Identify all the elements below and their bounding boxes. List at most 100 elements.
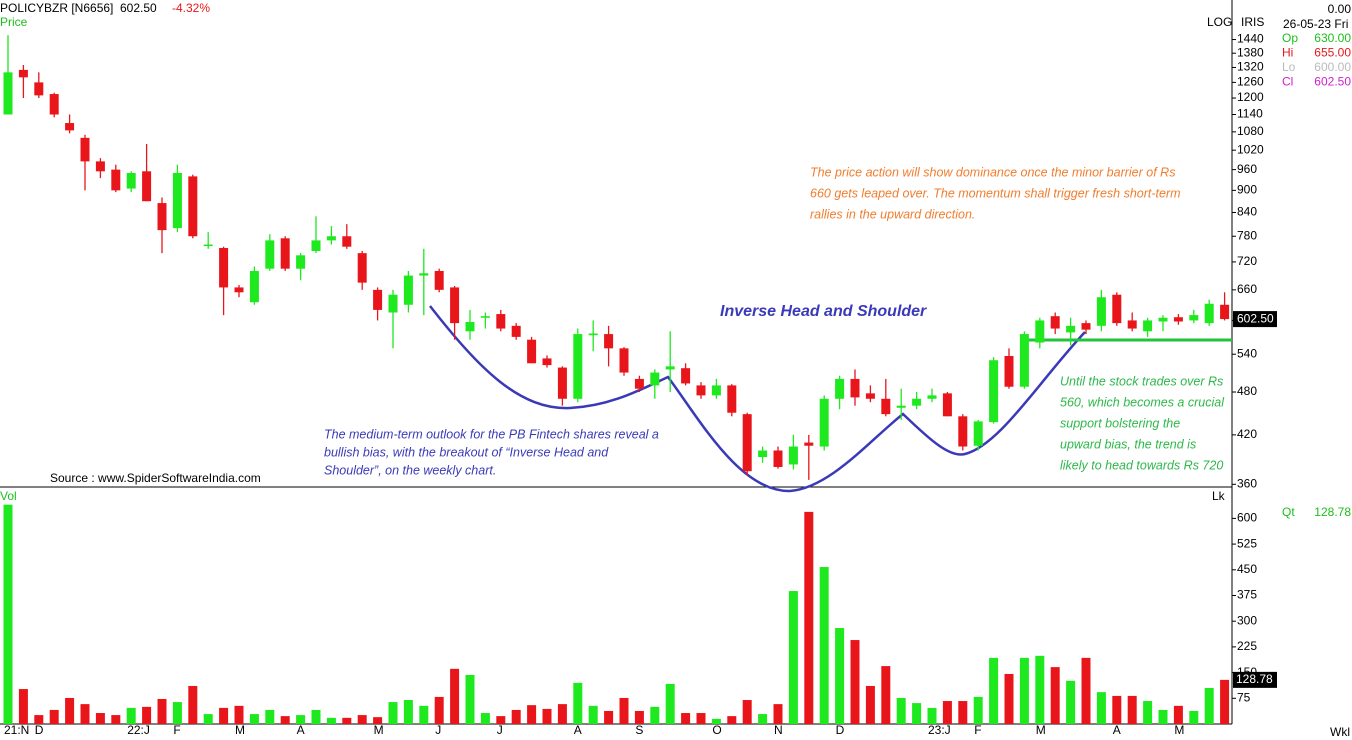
volume-bar bbox=[480, 713, 490, 724]
candle-body bbox=[1066, 325, 1076, 333]
candle-body bbox=[650, 372, 660, 386]
volume-bar bbox=[1173, 705, 1183, 724]
volume-bar bbox=[788, 591, 798, 724]
volume-bar bbox=[18, 689, 28, 724]
info-value: 600.00 bbox=[1314, 60, 1351, 74]
candle-body bbox=[958, 416, 968, 447]
volume-bar bbox=[573, 682, 583, 724]
candle-body bbox=[773, 450, 783, 467]
candle-body bbox=[373, 289, 383, 310]
candle-body bbox=[819, 398, 829, 447]
y-tick-label: 480 bbox=[1237, 384, 1257, 398]
annotation: support bolstering the bbox=[1060, 416, 1180, 430]
volume-bar bbox=[1050, 667, 1060, 724]
candle-body bbox=[403, 275, 413, 305]
annotation: The price action will show dominance onc… bbox=[810, 165, 1175, 179]
info-value: 602.50 bbox=[1314, 75, 1351, 89]
candle-body bbox=[188, 176, 198, 237]
candle-body bbox=[326, 236, 336, 241]
volume-bar bbox=[465, 674, 475, 724]
candle-body bbox=[542, 358, 552, 366]
candle-body bbox=[18, 69, 28, 78]
volume-bar bbox=[896, 697, 906, 724]
x-tick-label: J bbox=[497, 723, 503, 737]
y-tick-label: 225 bbox=[1237, 639, 1257, 653]
volume-bar bbox=[357, 715, 367, 724]
candle-body bbox=[203, 244, 213, 247]
volume-bar bbox=[557, 704, 567, 724]
volume-bar bbox=[342, 717, 352, 724]
candle-body bbox=[1050, 316, 1060, 329]
volume-bar bbox=[1127, 695, 1137, 724]
volume-bar bbox=[172, 702, 182, 724]
candle-body bbox=[265, 240, 275, 269]
volume-bar bbox=[311, 709, 321, 724]
volume-bar bbox=[1189, 710, 1199, 724]
y-tick-label: 1260 bbox=[1237, 75, 1264, 89]
y-tick-label: 1020 bbox=[1237, 142, 1264, 156]
y-tick-label: 1140 bbox=[1237, 107, 1263, 121]
candle-body bbox=[973, 421, 983, 446]
study-label: IRIS bbox=[1241, 15, 1264, 29]
y-tick-label: 720 bbox=[1237, 254, 1257, 268]
volume-bar bbox=[942, 701, 952, 724]
volume-bar bbox=[265, 709, 275, 724]
volume-bar bbox=[511, 709, 521, 724]
candle-body bbox=[696, 385, 706, 396]
annotation: bullish bias, with the breakout of “Inve… bbox=[324, 445, 609, 459]
x-tick-label: S bbox=[635, 723, 643, 737]
volume-bar bbox=[542, 708, 552, 724]
period: Wkl bbox=[1330, 725, 1350, 739]
volume-bar bbox=[1220, 679, 1230, 724]
scale-label: LOG bbox=[1207, 15, 1232, 29]
volume-bar bbox=[634, 710, 644, 724]
annotation: The medium-term outlook for the PB Finte… bbox=[324, 427, 659, 441]
y-tick-label: 420 bbox=[1237, 427, 1257, 441]
volume-bar bbox=[403, 700, 413, 724]
qty-label: Qt bbox=[1282, 505, 1295, 519]
annotation: likely to head towards Rs 720 bbox=[1060, 458, 1223, 472]
x-tick-label: M bbox=[1036, 723, 1046, 737]
y-tick-label: 840 bbox=[1237, 205, 1257, 219]
candle-body bbox=[573, 334, 583, 399]
candle-body bbox=[142, 171, 152, 202]
y-tick-label: 540 bbox=[1237, 346, 1257, 360]
volume-bar bbox=[496, 716, 506, 724]
candle-body bbox=[1158, 317, 1168, 322]
volume-bar bbox=[157, 698, 167, 724]
volume-bar bbox=[989, 657, 999, 724]
candle-body bbox=[49, 94, 59, 115]
y-tick-label: 450 bbox=[1237, 562, 1257, 576]
source: Source : www.SpiderSoftwareIndia.com bbox=[50, 471, 261, 485]
volume-bar bbox=[881, 666, 891, 724]
y-tick-label: 75 bbox=[1237, 690, 1251, 704]
candle-body bbox=[465, 322, 475, 332]
x-tick-label: 22:J bbox=[127, 723, 150, 737]
volume-bar bbox=[1143, 701, 1153, 724]
info-label: Hi bbox=[1282, 46, 1293, 60]
candle-body bbox=[126, 172, 136, 189]
change: -4.32% bbox=[172, 1, 210, 15]
volume-bar bbox=[450, 668, 460, 724]
candle-body bbox=[1112, 294, 1122, 324]
volume-bar bbox=[819, 567, 829, 724]
volume-bar bbox=[95, 713, 105, 724]
candle-body bbox=[758, 450, 768, 457]
volume-bar bbox=[619, 697, 629, 724]
x-tick-label: J bbox=[435, 723, 441, 737]
candle-body bbox=[681, 368, 691, 384]
volume-bar bbox=[219, 707, 229, 724]
volume-bar bbox=[1081, 657, 1091, 724]
candle-body bbox=[1189, 315, 1199, 321]
candle-body bbox=[527, 339, 537, 364]
volume-bar bbox=[373, 717, 383, 724]
volume-bar bbox=[1019, 657, 1029, 724]
volume-bar bbox=[650, 706, 660, 724]
volume-bar bbox=[727, 716, 737, 724]
candle-body bbox=[1173, 317, 1183, 322]
volume-bar bbox=[1112, 695, 1122, 724]
last-price: 602.50 bbox=[120, 1, 157, 15]
corner-label: Lk bbox=[1212, 489, 1226, 503]
panel-label: Price bbox=[0, 15, 28, 29]
